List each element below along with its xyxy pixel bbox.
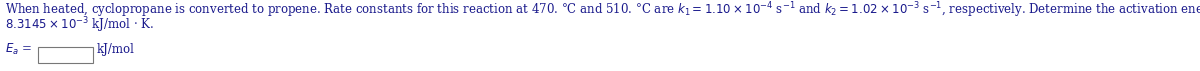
Bar	[38, 47, 94, 63]
Text: When heated, cyclopropane is converted to propene. Rate constants for this react: When heated, cyclopropane is converted t…	[5, 0, 1200, 20]
Text: $8.3145 \times 10^{-3}$ kJ/mol · K.: $8.3145 \times 10^{-3}$ kJ/mol · K.	[5, 15, 154, 35]
Text: $E_a$ =: $E_a$ =	[5, 42, 32, 57]
Text: kJ/mol: kJ/mol	[97, 43, 134, 56]
